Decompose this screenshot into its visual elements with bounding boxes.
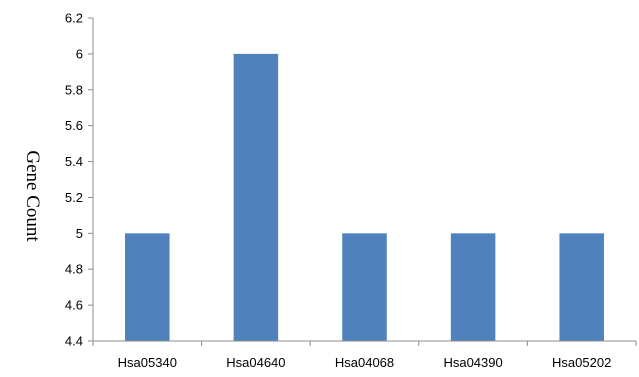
bar-hsa05202 (559, 233, 604, 341)
bar-hsa05340 (125, 233, 170, 341)
y-tick-label: 5.6 (65, 118, 83, 133)
y-tick-label: 5.8 (65, 82, 83, 97)
y-tick-label: 6.2 (65, 11, 83, 26)
y-axis: 4.4 4.6 4.8 5 5.2 5.4 5.6 5.8 6 6.2 (65, 11, 94, 349)
y-tick-label: 4.4 (65, 334, 83, 349)
y-tick-label: 5 (76, 226, 83, 241)
x-tick-label: Hsa04068 (335, 355, 394, 370)
x-tick-label: Hsa04640 (226, 355, 285, 370)
y-tick-label: 5.2 (65, 190, 83, 205)
bar-hsa04640 (233, 53, 279, 342)
bars (125, 53, 604, 342)
x-tick-label: Hsa04390 (443, 355, 502, 370)
bar-hsa04068 (342, 233, 387, 341)
y-tick-label: 4.6 (65, 298, 83, 313)
y-tick-label: 5.4 (65, 154, 83, 169)
x-axis: Hsa05340 Hsa04640 Hsa04068 Hsa04390 Hsa05202 (92, 340, 637, 370)
y-tick-label: 6 (76, 46, 83, 61)
y-tick-label: 4.8 (65, 262, 83, 277)
bar-hsa04390 (450, 233, 496, 341)
x-tick-label: Hsa05202 (552, 355, 611, 370)
y-axis-label: Gene Count (22, 150, 43, 242)
x-tick-label: Hsa05340 (118, 355, 177, 370)
